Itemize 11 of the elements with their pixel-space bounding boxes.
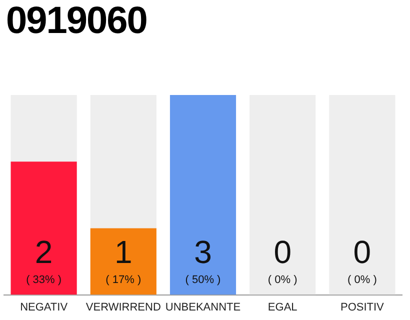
data-label: 1 ( 17% ) xyxy=(106,234,142,286)
data-label: 0 ( 0% ) xyxy=(348,234,377,286)
x-tick-label: VERWIRREND xyxy=(86,301,161,314)
data-label: 3 ( 50% ) xyxy=(185,234,221,286)
x-tick-label: UNBEKANNTE xyxy=(165,301,241,314)
x-tick-label: EGAL xyxy=(268,301,298,314)
x-tick-label: POSITIV xyxy=(340,301,385,314)
x-tick-label: NEGATIV xyxy=(20,301,68,314)
data-label: 0 ( 0% ) xyxy=(268,234,298,286)
chart-title: 0919060 xyxy=(6,0,147,43)
data-label: 2 ( 33% ) xyxy=(26,234,62,286)
